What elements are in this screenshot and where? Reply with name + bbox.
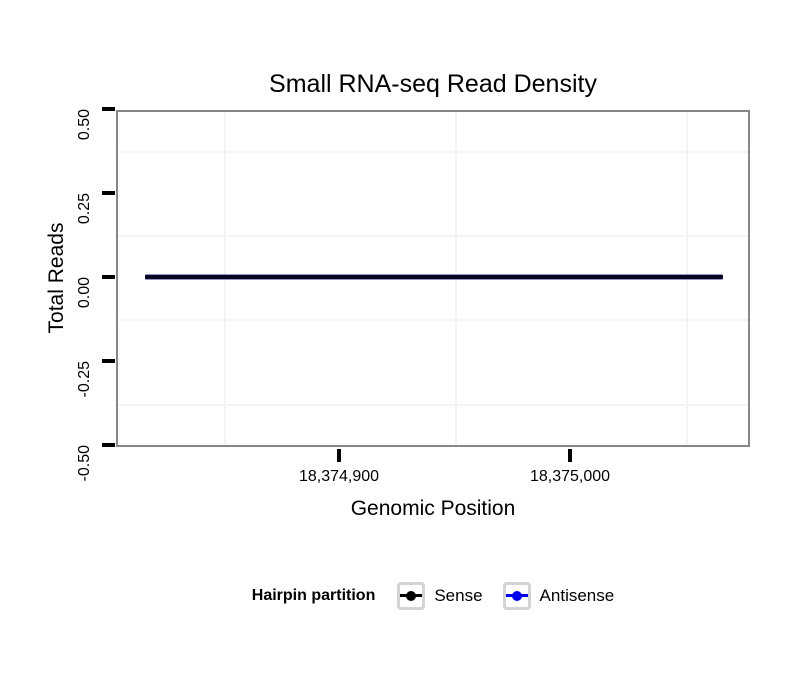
legend-item-sense: Sense [397, 582, 483, 610]
y-tick [102, 191, 115, 195]
y-tick-label: -0.50 [76, 445, 93, 482]
x-tick [568, 449, 572, 462]
legend-key-sense [397, 582, 426, 610]
legend-label-antisense: Antisense [539, 586, 615, 605]
y-tick [102, 443, 115, 447]
x-axis-title: Genomic Position [350, 497, 516, 520]
y-tick [102, 359, 115, 363]
y-tick [102, 107, 115, 111]
legend-label-sense: Sense [434, 586, 483, 605]
sense-point-swatch [406, 591, 417, 601]
chart-title: Small RNA-seq Read Density [269, 70, 597, 98]
legend: Hairpin partition Sense Antisense [116, 582, 750, 610]
y-tick [102, 275, 115, 279]
y-tick-label: 0.50 [76, 109, 93, 141]
gridline-horizontal [118, 151, 748, 153]
y-tick-label: -0.25 [76, 361, 93, 398]
gridline-horizontal [118, 319, 748, 321]
y-tick-label: 0.25 [76, 193, 93, 225]
legend-title: Hairpin partition [251, 587, 376, 604]
antisense-point-swatch [511, 591, 522, 601]
x-tick-label: 18,374,900 [298, 468, 380, 485]
legend-key-antisense [502, 582, 531, 610]
y-axis-title: Total Reads [45, 222, 68, 334]
x-tick [337, 449, 341, 462]
x-tick-label: 18,375,000 [529, 468, 611, 485]
legend-item-antisense: Antisense [502, 582, 615, 610]
gridline-horizontal [118, 404, 748, 406]
read-density-line [145, 275, 723, 279]
y-tick-label: 0.00 [76, 277, 93, 309]
plot-panel [116, 110, 750, 447]
gridline-horizontal [118, 235, 748, 237]
